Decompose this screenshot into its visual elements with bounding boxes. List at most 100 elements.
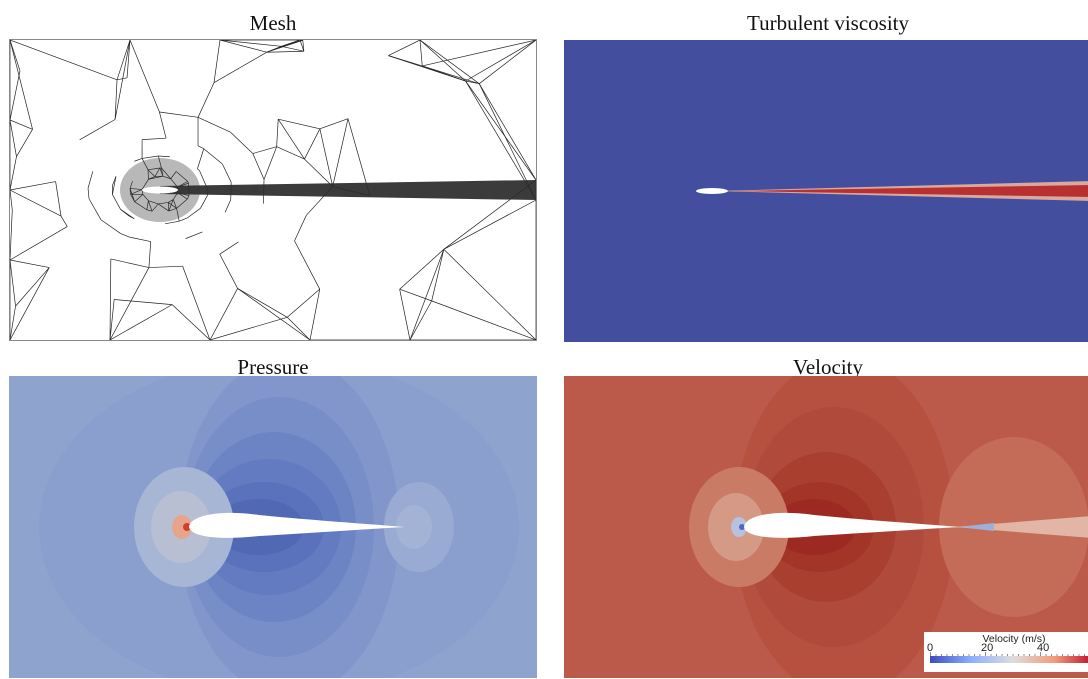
mesh-edge [399,289,411,340]
mesh-edge [87,188,90,199]
mesh-edge [465,80,536,181]
colorbar-gradient [930,656,1088,663]
mesh-edge [465,40,536,82]
turbulent-viscosity-panel [564,40,1088,342]
mesh-edge [176,208,180,222]
mesh-edge [109,258,112,340]
mesh-edge [237,288,311,340]
mesh-edge [478,83,536,181]
turbulent-viscosity-panel-title: Turbulent viscosity [747,11,909,35]
mesh-edge [219,40,282,47]
mesh-edge [302,40,305,52]
mesh-edge [209,288,238,340]
mesh-edge [252,146,277,154]
mesh-edge [399,249,445,290]
velocity-panel: Velocity (m/s) 0 20 40 60 [564,376,1088,678]
mesh-edge [10,267,50,340]
mesh-edge [158,202,169,205]
mesh-edge [213,40,221,83]
mesh-edge [55,181,62,217]
mesh-edge [219,241,239,255]
colorbar-minor-ticks [930,652,1085,656]
mesh-edge [209,316,288,340]
colorbar-tick-label: 0 [927,642,934,654]
mesh-edge [294,240,321,290]
mesh-edge [168,202,177,209]
mesh-edge [10,306,16,340]
mesh-edge [148,200,159,205]
mesh-edge [114,299,173,305]
mesh-edge [175,171,188,182]
mesh-edge [252,153,265,180]
mesh-edge [10,259,50,268]
velocity-airfoil [744,512,960,538]
mesh-edge [10,259,16,307]
mesh-edge [159,111,167,139]
mesh-wake-band [160,180,536,200]
colorbar-tick-label: 40 [1037,642,1050,654]
viscosity-airfoil [696,188,728,194]
mesh-edge [431,249,445,301]
mesh-edge [129,40,160,113]
mesh-edge [399,288,432,302]
mesh-edge [116,77,128,81]
mesh-edge [134,158,143,162]
mesh-edge [88,198,102,220]
velocity-panel-title: Velocity [793,355,863,379]
mesh-edge [129,188,135,202]
mesh-edge [112,176,117,186]
mesh-edge [197,168,200,171]
mesh-edge [141,179,149,190]
mesh-edge [146,209,153,212]
mesh-edge [10,119,33,130]
mesh-edge [443,199,536,250]
mesh-edge [79,119,116,141]
mesh-edge [142,155,159,159]
mesh-edge [114,40,131,120]
mesh-edge [224,199,232,213]
mesh-edge [142,194,149,201]
mesh-edge [147,167,160,171]
mesh-edge [170,178,178,188]
mesh-edge [187,181,189,184]
mesh-edge [197,116,231,133]
mesh-edge [159,111,199,118]
mesh-edge [126,40,131,78]
pressure-plot [9,376,537,678]
mesh-edge [129,236,151,242]
mesh-panel-title: Mesh [249,11,297,35]
mesh-edge [148,175,164,180]
mesh-edge [168,199,174,203]
mesh-edge [151,203,159,212]
mesh-edge [266,50,304,53]
mesh-edge [294,215,307,242]
mesh-edge [200,195,208,209]
mesh-edge [129,188,131,195]
mesh-edge [203,148,223,165]
turbulent-viscosity-plot [564,40,1088,342]
mesh-edge [276,146,305,160]
mesh-edge [148,265,183,268]
mesh-edge [332,118,349,187]
mesh-edge [158,203,170,212]
mesh-edge [120,209,130,217]
mesh-edge [130,189,143,195]
velocity-stagnation-point [739,524,745,530]
mesh-edge [179,217,188,222]
mesh-edge [197,82,215,118]
mesh-edge [222,163,232,183]
mesh-edge [60,215,68,227]
velocity-colorbar: Velocity (m/s) 0 20 40 60 [924,632,1088,672]
mesh-edge [10,189,62,217]
mesh-edge [422,40,536,67]
mesh-edge [276,119,279,147]
viscosity-wake-core [734,185,1088,197]
velocity-plot [564,376,1088,678]
mesh-edge [319,128,334,187]
pressure-stagnation-inner [172,515,192,539]
mesh-edge [167,202,170,212]
mesh-edge [146,200,149,210]
mesh-edge [158,155,162,169]
mesh-edge [219,253,238,289]
mesh-edge [10,209,13,261]
